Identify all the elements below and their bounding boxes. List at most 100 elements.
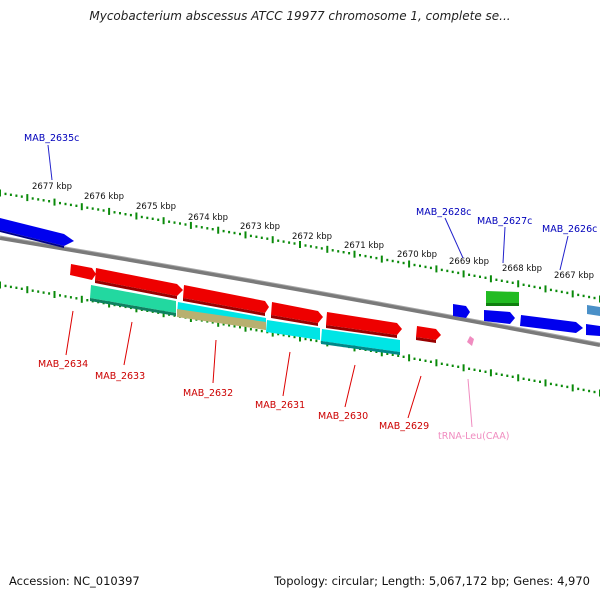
ruler-minor-tick (211, 228, 214, 231)
ruler-minor-tick (391, 259, 394, 263)
ruler-minor-tick (528, 378, 531, 381)
ruler-major-tick (299, 334, 301, 342)
ruler-minor-tick (59, 294, 61, 297)
ruler-minor-tick (75, 297, 78, 300)
ruler-minor-tick (304, 337, 307, 341)
gene-label-MAB_2628c[interactable]: MAB_2628c (416, 207, 471, 218)
ruler-minor-tick (309, 245, 312, 248)
ruler-major-tick (135, 212, 138, 220)
ruler-major-tick (80, 295, 83, 303)
ruler-minor-tick (446, 269, 449, 273)
feature-track-inner[interactable] (90, 285, 474, 355)
gene-arrow[interactable] (95, 268, 183, 296)
gene-MAB_2629-arrow[interactable] (416, 326, 441, 343)
ruler-minor-tick (479, 369, 481, 372)
gene-label-trna[interactable]: tRNA-Leu(CAA) (438, 431, 509, 442)
ruler-minor-tick (375, 256, 378, 260)
gene-MAB_2630-arrow[interactable] (326, 312, 402, 338)
ruler-label: 2667 kbp (554, 271, 594, 281)
ruler-minor-tick (228, 230, 231, 234)
ruler-major-tick (271, 329, 274, 337)
gene-label-MAB_2629[interactable]: MAB_2629 (379, 421, 429, 432)
gene-label-MAB_2635c[interactable]: MAB_2635c (24, 133, 79, 144)
backbone-shade (0, 235, 600, 344)
gene-MAB_2635c[interactable] (0, 218, 74, 248)
ruler-minor-tick (337, 250, 340, 253)
gene-arrow[interactable] (484, 310, 515, 324)
ruler-minor-tick (69, 203, 72, 207)
ruler-minor-tick (440, 268, 443, 272)
ruler-minor-tick (9, 193, 12, 196)
feature-block[interactable] (321, 329, 400, 352)
gene-arrow[interactable] (0, 218, 74, 246)
gene-label-MAB_2634[interactable]: MAB_2634 (38, 359, 88, 370)
gene-MAB_2627c-block[interactable] (484, 291, 519, 324)
gene-arrow[interactable] (416, 326, 441, 340)
ruler-minor-tick (495, 372, 498, 375)
ruler-minor-tick (37, 198, 40, 201)
gene-label-MAB_2627c[interactable]: MAB_2627c (477, 216, 532, 227)
feature-block[interactable] (266, 320, 320, 340)
ruler-minor-tick (86, 206, 89, 209)
ruler-minor-tick (129, 213, 132, 217)
ruler-minor-tick (211, 321, 214, 324)
ruler-minor-tick (4, 192, 7, 196)
ruler-minor-tick (249, 234, 252, 238)
ruler-minor-tick (533, 285, 536, 289)
ruler-minor-tick (195, 225, 198, 228)
gene-arrow[interactable] (486, 291, 519, 303)
gene-MAB_2628c-block[interactable] (453, 304, 470, 318)
ruler-label: 2671 kbp (344, 241, 384, 251)
ruler-major-tick (544, 379, 547, 387)
ruler-minor-tick (260, 236, 263, 239)
ruler-minor-tick (397, 260, 400, 264)
ruler-minor-tick (140, 215, 143, 219)
gene-arrow[interactable] (326, 312, 402, 335)
ruler-minor-tick (260, 329, 263, 333)
gene-label-MAB_2631[interactable]: MAB_2631 (255, 400, 305, 411)
ruler-minor-tick (157, 218, 160, 221)
feature-block[interactable] (90, 285, 176, 313)
ruler-minor-tick (577, 387, 580, 391)
ruler-minor-tick (20, 195, 23, 198)
gene-arrow[interactable] (586, 324, 600, 336)
ruler-minor-tick (413, 263, 416, 267)
ruler-minor-tick (315, 339, 318, 343)
ruler-minor-tick (555, 383, 558, 387)
gene-arrow[interactable] (183, 285, 269, 313)
gene-label-MAB_2630[interactable]: MAB_2630 (318, 411, 368, 422)
ruler-major-tick (80, 203, 83, 211)
outer-ruler-dots (0, 189, 600, 303)
gene-MAB_2633-arrow[interactable] (95, 268, 183, 299)
gene-arrow-shade (183, 298, 265, 316)
ruler-minor-tick (309, 338, 312, 342)
ruler-minor-tick (293, 242, 296, 245)
feature-block-shade (90, 298, 176, 316)
gene-MAB_2631-arrow[interactable] (271, 302, 323, 326)
feature-block[interactable] (177, 309, 266, 330)
ruler-minor-tick (48, 292, 51, 295)
ruler-major-tick (53, 291, 56, 298)
ruler-minor-tick (315, 246, 318, 249)
ruler-minor-tick (528, 284, 531, 287)
ruler-label: 2677 kbp (32, 182, 72, 192)
ruler-minor-tick (200, 226, 203, 229)
gene-MAB_2626c-block[interactable] (520, 305, 600, 336)
gene-arrow[interactable] (587, 305, 600, 316)
ruler-minor-tick (468, 367, 471, 370)
gene-arrow[interactable] (453, 304, 470, 318)
trna-marker[interactable] (467, 336, 474, 346)
gene-arrow[interactable] (520, 315, 583, 333)
gene-MAB_2632-arrow[interactable] (183, 285, 269, 316)
ruler-minor-tick (451, 364, 454, 367)
ruler-minor-tick (413, 357, 416, 360)
gene-label-MAB_2633[interactable]: MAB_2633 (95, 371, 145, 382)
gene-label-MAB_2626c[interactable]: MAB_2626c (542, 224, 597, 235)
gene-label-MAB_2632[interactable]: MAB_2632 (183, 388, 233, 399)
gene-arrow[interactable] (70, 264, 96, 280)
ruler-major-tick (326, 245, 329, 253)
gene-MAB_2634-arrow[interactable] (70, 264, 96, 280)
gene-arrow[interactable] (271, 302, 323, 323)
